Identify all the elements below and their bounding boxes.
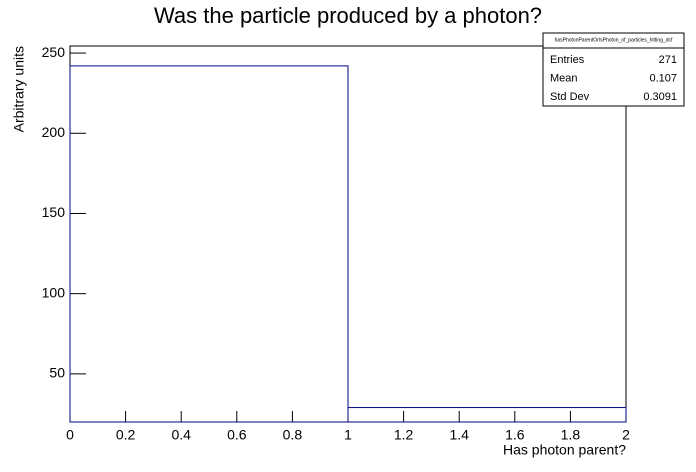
stats-value: 0.3091 bbox=[643, 91, 677, 103]
stats-label: Std Dev bbox=[550, 91, 590, 103]
stats-title: hasPhotonParentOrIsPhoton_of_particles_h… bbox=[555, 37, 673, 43]
x-tick-label: 1.2 bbox=[394, 427, 414, 443]
stats-label: Mean bbox=[550, 72, 578, 84]
x-tick-label: 1.8 bbox=[561, 427, 581, 443]
y-axis-label: Arbitrary units bbox=[11, 46, 27, 132]
x-tick-label: 0 bbox=[66, 427, 74, 443]
y-tick-label: 250 bbox=[42, 44, 66, 60]
stats-label: Entries bbox=[550, 54, 585, 66]
y-tick-label: 150 bbox=[42, 204, 66, 220]
x-tick-label: 1 bbox=[344, 427, 352, 443]
x-tick-label: 0.4 bbox=[171, 427, 191, 443]
histogram-bar bbox=[69, 65, 349, 423]
chart-title: Was the particle produced by a photon? bbox=[154, 3, 542, 28]
y-tick-label: 200 bbox=[42, 124, 66, 140]
stats-value: 0.107 bbox=[649, 72, 677, 84]
y-tick-label: 50 bbox=[49, 365, 65, 381]
x-tick-label: 0.2 bbox=[116, 427, 136, 443]
stats-value: 271 bbox=[659, 54, 677, 66]
x-tick-label: 2 bbox=[622, 427, 630, 443]
y-tick-label: 100 bbox=[42, 284, 66, 300]
x-axis-label: Has photon parent? bbox=[503, 442, 626, 458]
histogram-bar bbox=[347, 407, 627, 423]
x-tick-label: 0.6 bbox=[227, 427, 247, 443]
x-tick-label: 0.8 bbox=[283, 427, 303, 443]
stats-box bbox=[542, 32, 685, 107]
x-tick-label: 1.4 bbox=[449, 427, 469, 443]
x-tick-label: 1.6 bbox=[505, 427, 525, 443]
